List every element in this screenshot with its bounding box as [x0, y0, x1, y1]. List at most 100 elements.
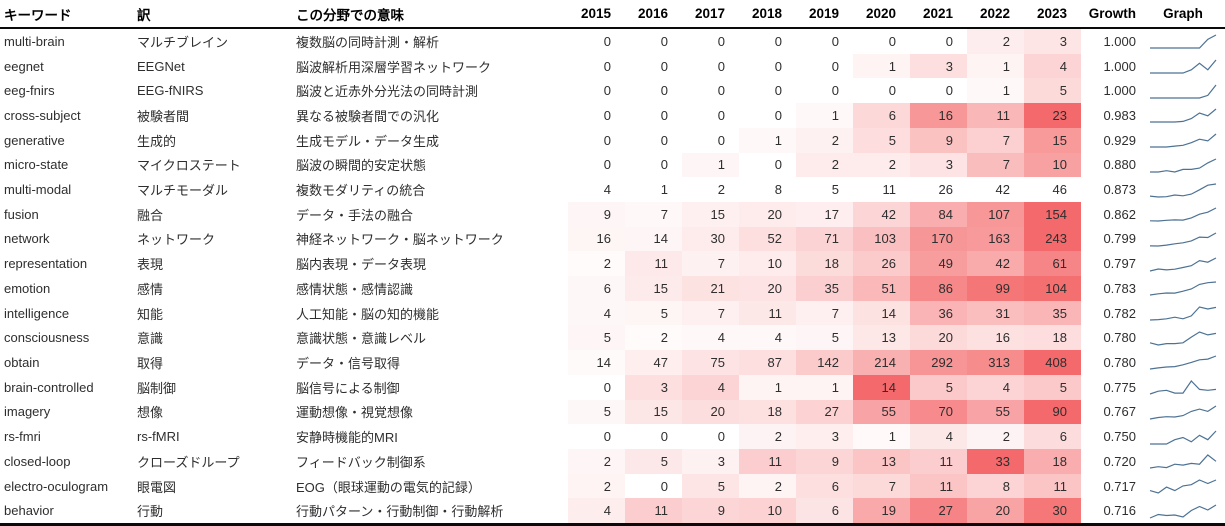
year-count-cell: 7 — [625, 201, 682, 227]
year-count-cell: 46 — [1024, 177, 1081, 202]
year-count-cell: 243 — [1024, 226, 1081, 252]
year-count-cell: 1 — [796, 374, 853, 400]
column-header-growth: Growth — [1088, 6, 1136, 21]
column-header-2017: 2017 — [694, 6, 725, 21]
sparkline — [1149, 405, 1217, 420]
year-count-cell: 6 — [796, 498, 853, 523]
keyword-cell: rs-fmri — [4, 429, 41, 445]
translation-cell: 表現 — [137, 257, 164, 273]
year-count-cell: 2 — [796, 127, 853, 153]
translation-cell: 意識 — [137, 331, 164, 347]
table-row: obtain 取得 データ・信号取得 14 47 75 87 142 214 292 313 408 0… — [0, 350, 1225, 375]
graph-cell — [1141, 54, 1225, 79]
year-count-cell: 0 — [625, 29, 682, 54]
translation-cell: EEGNet — [137, 58, 185, 74]
growth-cell: 1.000 — [1103, 58, 1136, 74]
year-count-cell: 103 — [853, 226, 910, 252]
growth-cell: 0.717 — [1103, 478, 1136, 494]
keyword-cell: representation — [4, 256, 88, 272]
year-count-cell: 2 — [967, 29, 1024, 54]
year-count-cell: 3 — [910, 152, 967, 178]
keyword-cell: multi-brain — [4, 33, 65, 49]
translation-cell: 行動 — [137, 504, 164, 520]
sparkline — [1149, 257, 1217, 272]
graph-cell — [1141, 251, 1225, 276]
year-count-cell: 5 — [568, 399, 625, 425]
year-count-cell: 0 — [568, 374, 625, 400]
year-count-cell: 47 — [625, 350, 682, 375]
year-count-cell: 0 — [682, 103, 739, 128]
year-count-cell: 3 — [1024, 29, 1081, 54]
table-row: eeg-fnirs EEG-fNIRS 脳波と近赤外分光法の同時計測 0 0 0 0 0 0 0 1… — [0, 78, 1225, 104]
keyword-cell: emotion — [4, 280, 51, 296]
year-count-cell: 2 — [682, 177, 739, 202]
growth-cell: 0.782 — [1103, 305, 1136, 321]
growth-cell: 0.783 — [1103, 280, 1136, 296]
translation-cell: 融合 — [137, 207, 164, 223]
sparkline — [1150, 430, 1217, 445]
keyword-cell: micro-state — [4, 157, 69, 173]
year-count-cell: 6 — [568, 276, 625, 301]
sparkline — [1150, 59, 1217, 74]
graph-cell — [1141, 78, 1225, 103]
meaning-cell: 脳内表現・データ表現 — [296, 257, 427, 273]
year-count-cell: 55 — [967, 399, 1024, 425]
year-count-cell: 0 — [568, 53, 625, 79]
translation-cell: EEG-fNIRS — [137, 83, 204, 99]
graph-cell — [1141, 449, 1225, 474]
year-count-cell: 4 — [568, 300, 625, 326]
year-count-cell: 7 — [853, 473, 910, 499]
sparkline — [1149, 232, 1217, 247]
year-count-cell: 292 — [910, 350, 967, 375]
graph-cell — [1141, 424, 1225, 449]
year-count-cell: 11 — [739, 300, 796, 326]
growth-cell: 0.767 — [1103, 404, 1136, 420]
column-header-2022: 2022 — [979, 6, 1010, 21]
growth-cell: 1.000 — [1103, 83, 1136, 99]
year-count-cell: 20 — [739, 201, 796, 227]
year-count-cell: 1 — [625, 177, 682, 202]
year-count-cell: 8 — [967, 473, 1024, 499]
table-row: behavior 行動 行動パターン・行動制御・行動解析 4 11 9 10 6 19 27 20 3… — [0, 498, 1225, 523]
year-count-cell: 1 — [739, 127, 796, 153]
graph-cell — [1141, 350, 1225, 375]
growth-cell: 0.750 — [1103, 429, 1136, 445]
year-count-cell: 31 — [967, 300, 1024, 326]
keyword-cell: multi-modal — [4, 182, 72, 198]
year-count-cell: 11 — [967, 103, 1024, 128]
year-count-cell: 36 — [910, 300, 967, 326]
meaning-cell: 異なる被験者間での汎化 — [296, 108, 440, 124]
year-count-cell: 1 — [967, 53, 1024, 79]
year-count-cell: 10 — [739, 251, 796, 277]
year-count-cell: 0 — [796, 53, 853, 79]
keyword-cell: eeg-fnirs — [4, 83, 55, 99]
year-count-cell: 7 — [682, 251, 739, 277]
year-count-cell: 17 — [796, 201, 853, 227]
meaning-cell: 脳波と近赤外分光法の同時計測 — [296, 84, 479, 100]
year-count-cell: 5 — [910, 374, 967, 400]
meaning-cell: 脳波解析用深層学習ネットワーク — [296, 59, 492, 75]
year-count-cell: 4 — [910, 424, 967, 449]
year-count-cell: 0 — [568, 127, 625, 153]
year-count-cell: 99 — [967, 276, 1024, 301]
year-count-cell: 0 — [682, 127, 739, 153]
table-row: micro-state マイクロステート 脳波の瞬間的安定状態 0 0 1 0 2 2 3 7 10 0… — [0, 152, 1225, 178]
year-count-cell: 0 — [796, 29, 853, 54]
meaning-cell: 複数脳の同時計測・解析 — [296, 34, 440, 50]
year-count-cell: 0 — [682, 78, 739, 104]
sparkline — [1149, 479, 1217, 494]
sparkline — [1149, 182, 1217, 198]
year-count-cell: 26 — [910, 177, 967, 202]
year-count-cell: 10 — [1024, 152, 1081, 178]
year-count-cell: 0 — [625, 53, 682, 79]
growth-cell: 0.799 — [1103, 231, 1136, 247]
year-count-cell: 20 — [910, 325, 967, 351]
year-count-cell: 0 — [739, 78, 796, 104]
year-count-cell: 4 — [568, 498, 625, 523]
year-count-cell: 16 — [910, 103, 967, 128]
table-body: multi-brain マルチブレイン 複数脳の同時計測・解析 0 0 0 0 0 0 0 2 3 1.… — [0, 29, 1225, 523]
graph-cell — [1141, 153, 1225, 178]
year-count-cell: 30 — [1024, 498, 1081, 523]
meaning-cell: データ・信号取得 — [296, 355, 401, 371]
year-count-cell: 0 — [910, 78, 967, 104]
